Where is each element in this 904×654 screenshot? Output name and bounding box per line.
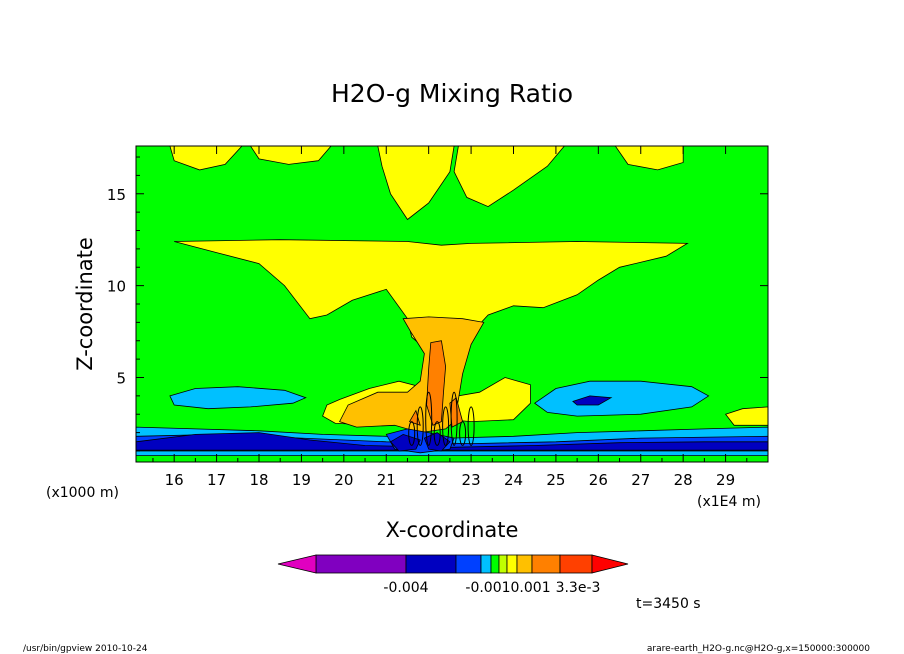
colorbar-segment-7 bbox=[506, 554, 518, 574]
x-tick-label-22: 22 bbox=[419, 471, 438, 489]
x-tick-label-16: 16 bbox=[165, 471, 184, 489]
colorbar-segment-4 bbox=[480, 554, 492, 574]
contour-finger-3 bbox=[433, 421, 441, 446]
footer-left: /usr/bin/gpview 2010-10-24 bbox=[23, 644, 148, 654]
contour-region-yellow-7 bbox=[724, 406, 768, 426]
contour-lines bbox=[408, 391, 475, 447]
x-tick-label-20: 20 bbox=[334, 471, 353, 489]
x-tick-label-18: 18 bbox=[249, 471, 268, 489]
contour-finger-4 bbox=[442, 406, 450, 447]
colorbar-segment-10 bbox=[559, 554, 593, 574]
contour-region-yellow-1 bbox=[250, 146, 332, 165]
colorbar-segment-9 bbox=[531, 554, 561, 574]
colorbar-segment-2 bbox=[405, 554, 457, 574]
y-axis: 5 10 15 bbox=[107, 156, 768, 452]
contour-region-yellow-5 bbox=[174, 239, 689, 360]
colorbar-segment-6 bbox=[498, 554, 508, 574]
x-unit-right: (x1E4 m) bbox=[697, 494, 761, 510]
contour-region-dark-blue-20 bbox=[389, 433, 421, 452]
contour-finger-7 bbox=[467, 406, 475, 447]
y-tick-label-10: 10 bbox=[107, 278, 126, 296]
contour-finger-2 bbox=[425, 391, 433, 446]
contour-regions bbox=[136, 146, 768, 457]
y-tick-label-15: 15 bbox=[107, 186, 126, 204]
colorbar-segment-3 bbox=[455, 554, 482, 574]
x-tick-label-24: 24 bbox=[504, 471, 523, 489]
plot-area bbox=[135, 145, 769, 463]
colorbar bbox=[277, 554, 629, 574]
x-tick-label-21: 21 bbox=[377, 471, 396, 489]
contour-finger-5 bbox=[450, 391, 458, 446]
colorbar-segment-1 bbox=[315, 554, 407, 574]
contour-region-yellow-3 bbox=[453, 146, 565, 208]
colorbar-arrow-low bbox=[277, 554, 317, 574]
x-axis: 16 17 18 19 20 21 22 23 24 25 26 27 28 29 bbox=[152, 146, 748, 489]
colorbar-arrow-high bbox=[591, 554, 629, 574]
colorbar-segment-5 bbox=[490, 554, 500, 574]
x-tick-label-25: 25 bbox=[546, 471, 565, 489]
x-tick-label-27: 27 bbox=[631, 471, 650, 489]
x-tick-label-17: 17 bbox=[207, 471, 226, 489]
contour-region-cyan-12 bbox=[169, 386, 307, 410]
contour-finger-1 bbox=[416, 406, 424, 447]
x-unit-left: (x1000 m) bbox=[46, 485, 119, 501]
contour-region-cyan-13 bbox=[534, 380, 710, 417]
contour-finger-0 bbox=[408, 421, 416, 446]
contour-region-yellow-0 bbox=[169, 146, 243, 171]
contour-region-yellow-4 bbox=[614, 146, 684, 171]
y-axis-label: Z-coordinate bbox=[73, 237, 97, 371]
colorbar-label-1: -0.004 bbox=[383, 580, 428, 596]
time-annotation: t=3450 s bbox=[636, 596, 701, 612]
x-tick-label-26: 26 bbox=[589, 471, 608, 489]
contour-region-dark-blue-17 bbox=[572, 395, 613, 406]
x-tick-label-28: 28 bbox=[674, 471, 693, 489]
x-tick-label-19: 19 bbox=[292, 471, 311, 489]
contour-region-yellow-2 bbox=[377, 146, 455, 221]
footer-right: arare-earth_H2O-g.nc@H2O-g,x=150000:3000… bbox=[647, 644, 870, 654]
colorbar-segment-8 bbox=[516, 554, 533, 574]
y-tick-label-5: 5 bbox=[116, 369, 126, 387]
colorbar-label-3: 3.3e-3 bbox=[556, 580, 601, 596]
colorbar-label-2: -0.0010.001 bbox=[465, 580, 550, 596]
contour-region-dark-blue-16 bbox=[136, 432, 768, 451]
x-tick-label-29: 29 bbox=[716, 471, 735, 489]
chart-title: H2O-g Mixing Ratio bbox=[331, 79, 573, 108]
contour-finger-6 bbox=[459, 421, 467, 446]
x-tick-label-23: 23 bbox=[462, 471, 481, 489]
x-axis-label: X-coordinate bbox=[386, 518, 519, 542]
contour-region-cyan-18 bbox=[136, 450, 768, 457]
